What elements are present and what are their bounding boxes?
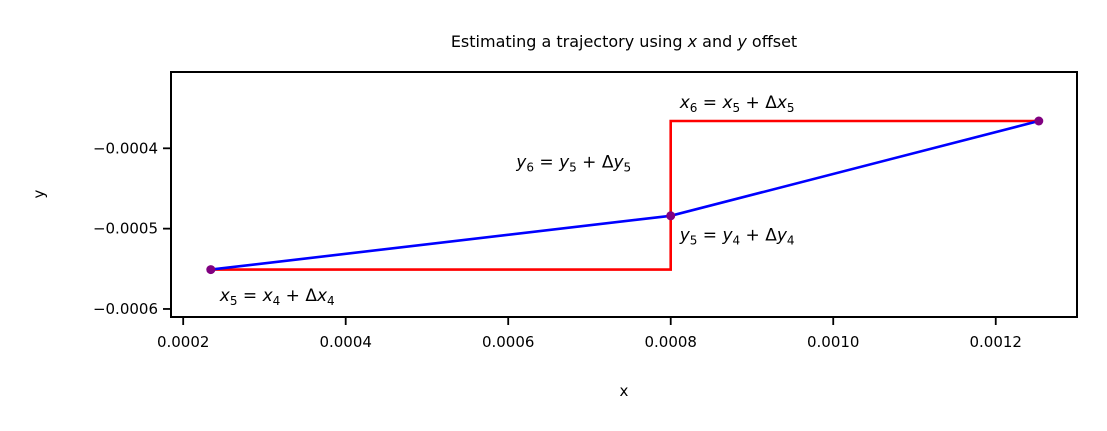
x-tick-label: 0.0002 [157,333,210,351]
trajectory-point [1034,116,1044,126]
annotation-x6: x6 = x5 + Δx5 [679,93,795,115]
offset-path-line [210,119,1039,271]
x-tick-label: 0.0006 [482,333,535,351]
x-tick-label: 0.0012 [969,333,1022,351]
annotation-x5: x5 = x4 + Δx4 [219,286,335,308]
trajectory-point [666,211,676,221]
trajectory-point [206,265,216,275]
y-tick-label: −0.0004 [93,139,158,157]
annotation-y6: y6 = y5 + Δy5 [515,153,631,175]
x-tick-label: 0.0008 [644,333,697,351]
plot-area [206,116,1044,275]
x-tick-label: 0.0004 [319,333,372,351]
y-axis-label: y [30,189,48,198]
plot-frame [170,71,1078,318]
x-tick-label: 0.0010 [807,333,860,351]
y-tick-label: −0.0006 [93,300,158,318]
annotation-y5: y5 = y4 + Δy4 [679,226,795,248]
y-tick-label: −0.0005 [93,220,158,238]
axis-ticks: 0.0002 0.0004 0.0006 0.0008 0.0010 0.0012 −0.0… [93,139,1022,351]
x-axis-label: x [620,382,629,400]
annotations: x5 = x4 + Δx4 y5 = y4 + Δy4 y6 = y5 + Δy5 x… [219,93,795,308]
chart-title: Estimating a trajectory using x and y of… [451,32,797,51]
trajectory-line [210,119,1040,271]
